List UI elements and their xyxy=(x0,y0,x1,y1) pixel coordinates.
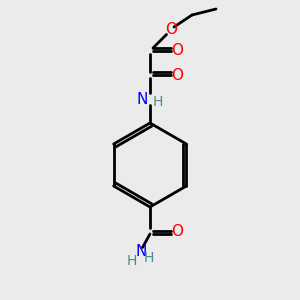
Text: N: N xyxy=(135,244,147,260)
Text: H: H xyxy=(152,95,163,109)
Text: H: H xyxy=(127,254,137,268)
Text: O: O xyxy=(165,22,177,38)
Text: O: O xyxy=(171,224,183,238)
Text: O: O xyxy=(171,68,183,82)
Text: O: O xyxy=(171,44,183,59)
Text: N: N xyxy=(137,92,148,106)
Text: H: H xyxy=(143,251,154,265)
